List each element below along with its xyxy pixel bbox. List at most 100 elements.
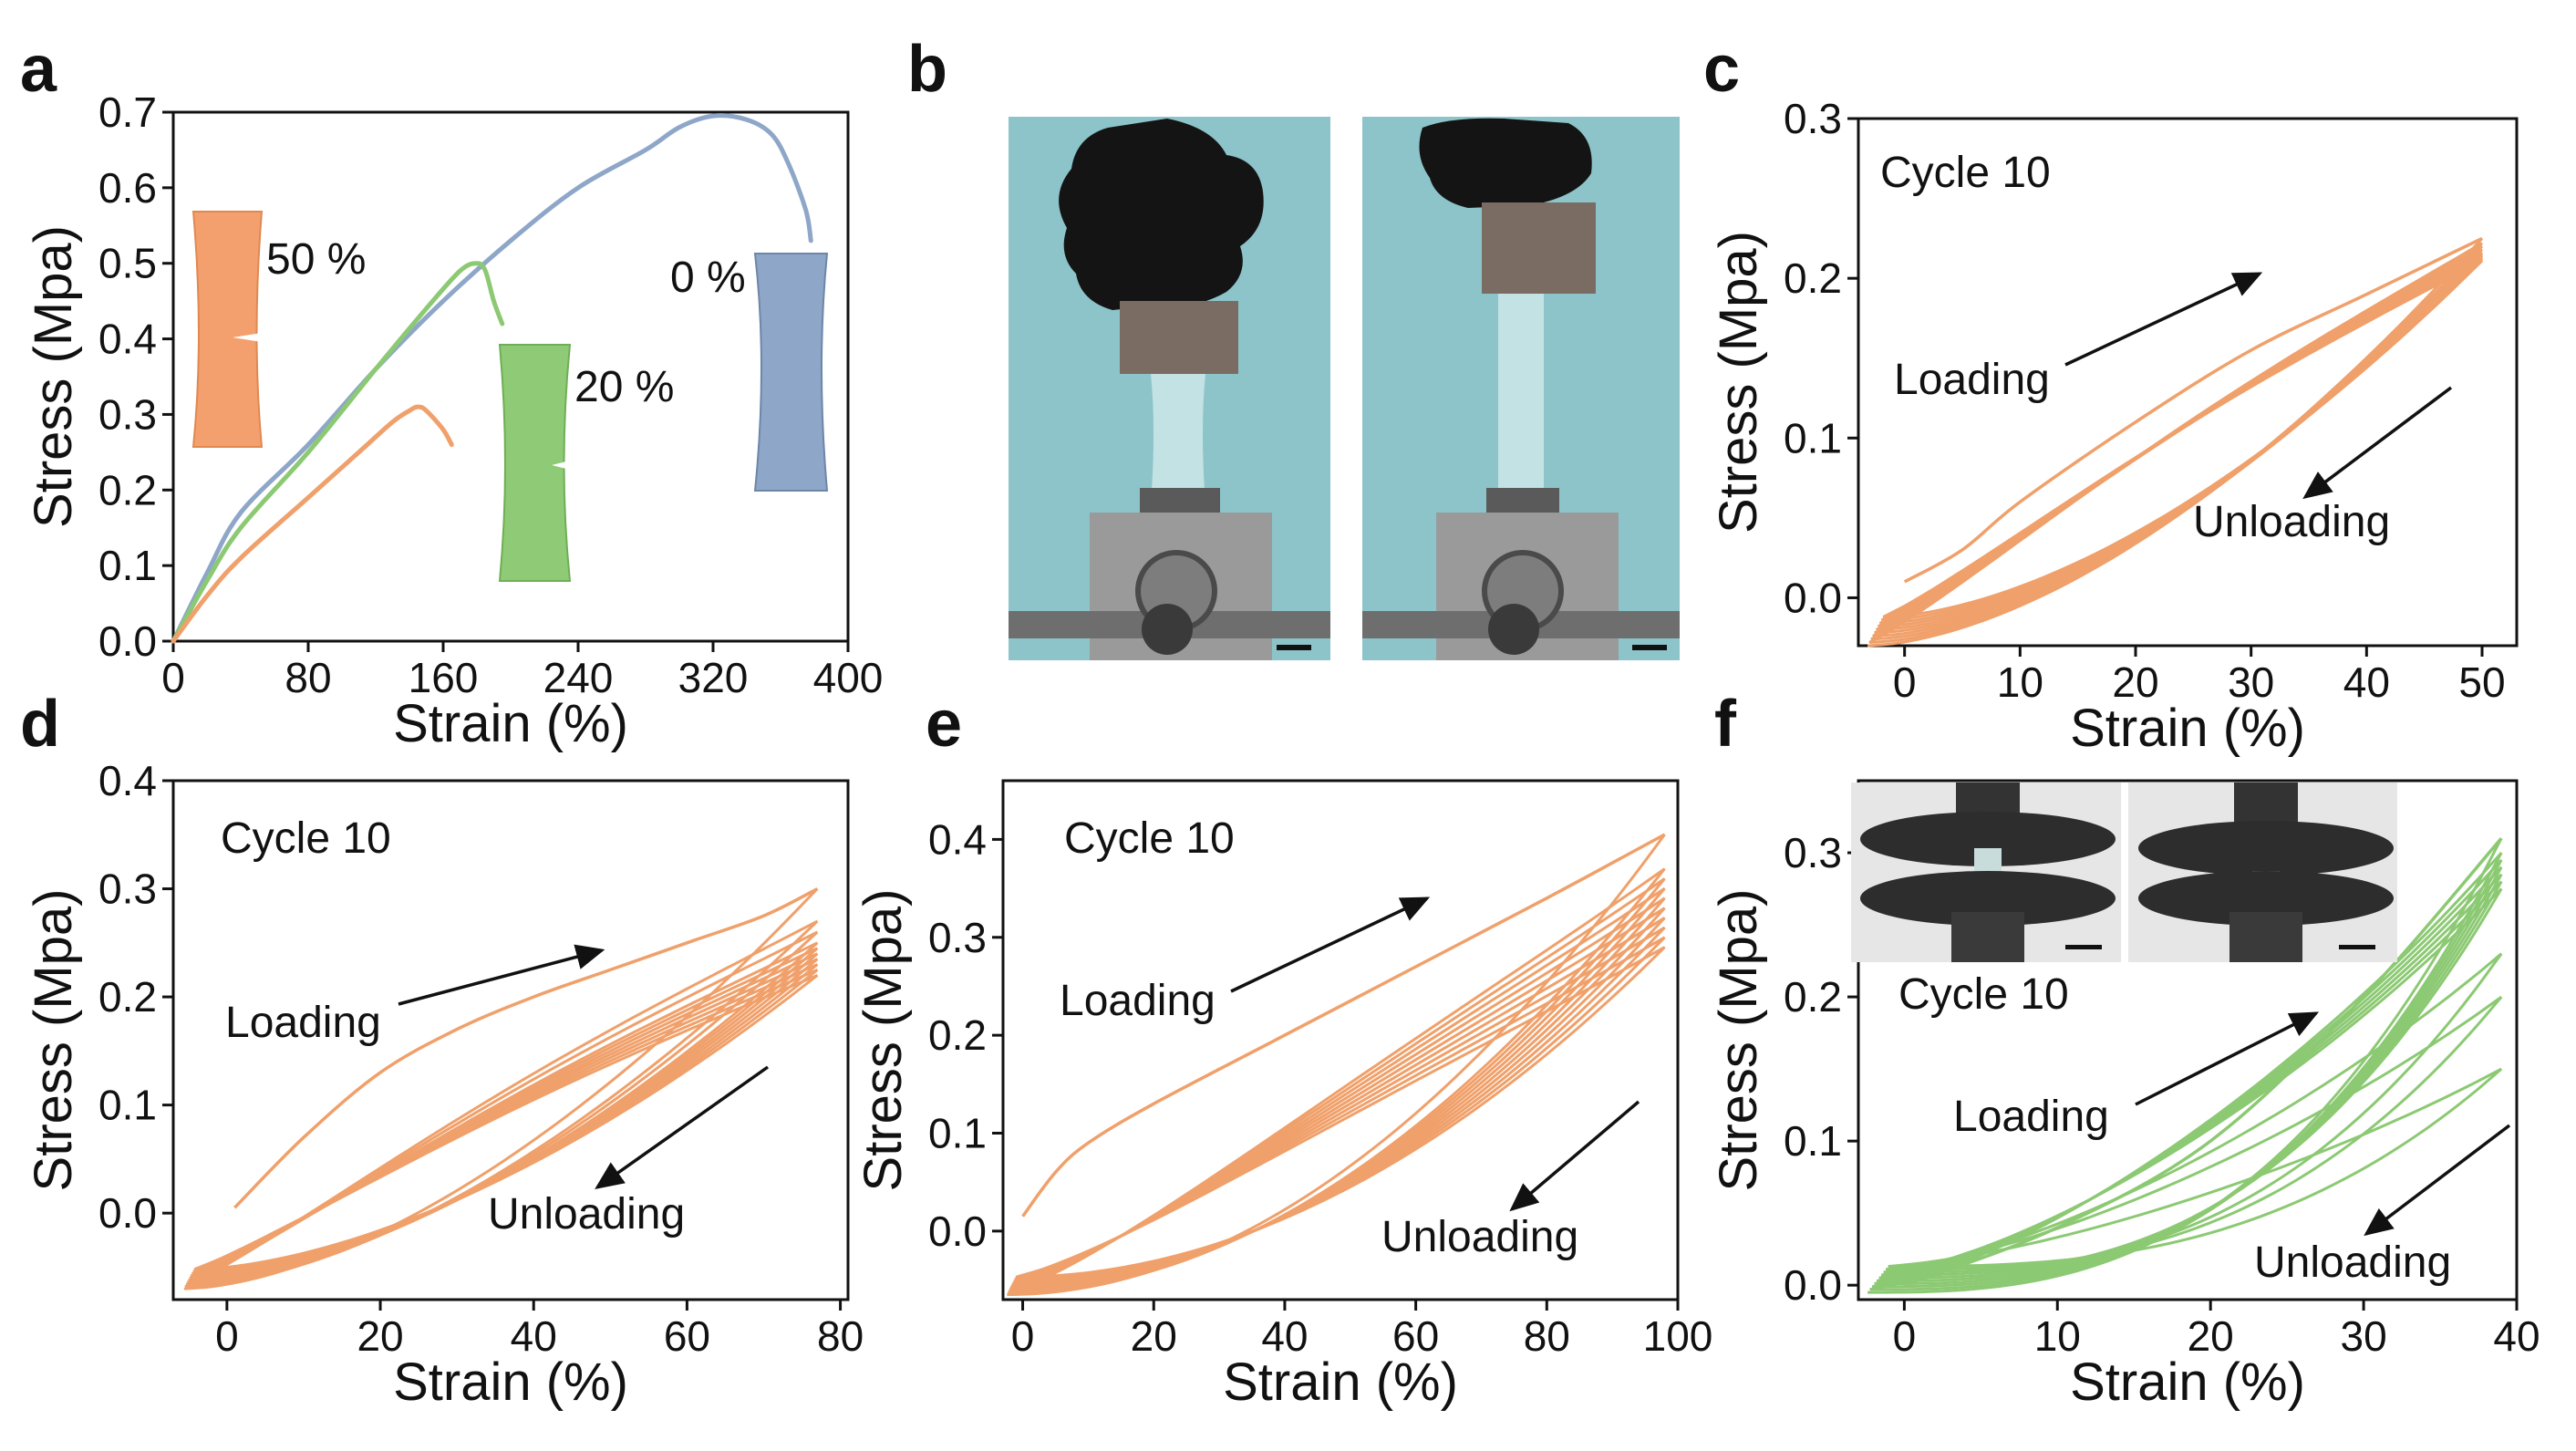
cycle-unloading-curve [1886,996,2503,1271]
inset-photo-f-right [2128,783,2397,962]
unloading-label: Unloading [1381,1213,1578,1261]
first-loading-curve [233,886,819,1209]
cycle-loading-curve [1882,259,2483,618]
x-axis-title: Strain (%) [1223,1353,1458,1412]
panel-letter-a: a [20,33,57,106]
series-line-0pct [171,113,813,644]
x-tick-label: 320 [678,654,749,701]
x-tick-label: 30 [2228,658,2274,706]
x-tick-label: 40 [2493,1312,2540,1360]
cycle-loading-curve [1880,887,2503,1277]
y-tick-label: 0.0 [1784,574,1842,621]
plot-frame [171,110,850,643]
cycle-loading-curve [1886,995,2503,1271]
loading-label: Loading [1953,1093,2109,1141]
x-tick-label: 10 [2034,1312,2081,1360]
panel-letter-c: c [1703,33,1740,106]
y-tick-label: 0.0 [1784,1261,1842,1309]
series-line-50pct [171,404,454,644]
bolt-hole [1488,604,1539,655]
x-tick-label: 60 [664,1312,710,1360]
loading-label: Loading [225,999,381,1047]
unloading-arrow [595,1065,770,1190]
y-tick-label: 0.1 [98,1082,157,1129]
unloading-label: Unloading [2193,498,2390,546]
x-tick-label: 40 [1261,1312,1308,1360]
y-axis-title: Stress (Mpa) [853,889,913,1192]
x-tick-label: 40 [511,1312,557,1360]
y-tick-label: 0.3 [98,390,157,438]
unloading-label: Unloading [2254,1239,2451,1287]
y-tick-label: 0.1 [98,542,157,589]
unloading-arrow [2302,386,2453,500]
loading-arrow [2064,272,2263,367]
y-tick-label: 0.3 [1784,95,1842,142]
y-axis-title: Stress (Mpa) [24,889,83,1192]
y-tick-label: 0.5 [98,240,157,287]
panel-letter-b: b [907,33,947,106]
x-tick-label: 10 [1997,658,2043,706]
cycle-label: Cycle 10 [1880,149,2051,197]
loading-label: Loading [1894,356,2050,404]
lower-clamp-jaw [1140,488,1220,513]
gel-sample-stretched [1498,294,1544,503]
chart-d: 0 20 40 60 80 0.0 0.1 0.2 0.3 0.4 Strain (%) Stress… [24,757,864,1412]
y-axis-title: Stress (Mpa) [24,225,83,528]
grip-knob [1419,118,1592,208]
chart-c: 0 10 20 30 40 50 0.0 0.1 0.2 0.3 Strain (%) Stress … [1709,95,2519,758]
plot-frame [1857,779,2519,1301]
x-axis-title: Strain (%) [393,694,628,753]
loading-arrow [398,944,605,1006]
cycle-loading-curve [193,974,818,1271]
x-tick-label: 160 [409,654,479,701]
x-tick-label: 0 [1893,658,1917,706]
sample-icon-0 [753,253,829,492]
y-tick-label: 0.4 [98,316,157,363]
chart-e: 0 20 40 60 80 100 0.0 0.1 0.2 0.3 0.4 Strain (%) Str… [853,779,1713,1412]
cycle-unloading-curve [1883,952,2503,1274]
cycle-loading-curve [1015,946,1666,1279]
cycle-label: Cycle 10 [1898,970,2069,1019]
y-tick-label: 0.7 [98,88,157,136]
y-axis-title: Stress (Mpa) [1709,889,1768,1192]
x-axis-title: Strain (%) [393,1353,628,1412]
x-tick-label: 100 [1643,1312,1713,1360]
unloading-arrow [1509,1100,1640,1212]
scale-bar [1277,645,1311,650]
y-tick-label: 0.0 [98,617,157,665]
gel-sample [1151,374,1205,503]
y-tick-label: 0.0 [98,1189,157,1237]
y-tick-label: 0.6 [98,164,157,212]
cycle-label: Cycle 10 [221,814,391,863]
x-tick-label: 30 [2341,1312,2387,1360]
x-tick-label: 50 [2458,658,2505,706]
x-tick-label: 80 [817,1312,864,1360]
plot-frame [1857,117,2519,648]
y-tick-label: 0.1 [1784,414,1842,461]
annotation-label: 0 % [670,254,746,302]
x-tick-label: 240 [543,654,614,701]
unloading-label: Unloading [488,1190,685,1239]
loading-arrow [2135,1011,2320,1106]
scale-bar [1632,645,1667,650]
unloading-arrow [2364,1124,2511,1237]
loading-label: Loading [1060,977,1216,1025]
cycle-unloading-curve [1881,887,2503,1277]
cycle-label: Cycle 10 [1064,814,1235,863]
panel-letter-d: d [20,688,60,761]
chart-f: 0 10 20 30 40 0.0 0.1 0.2 0.3 Strain (%) Stress (M… [1709,779,2540,1412]
cycle-unloading-curve [1888,1067,2503,1269]
lower-clamp-jaw [1486,488,1559,513]
y-tick-label: 0.1 [1784,1117,1842,1165]
x-tick-label: 80 [1524,1312,1570,1360]
y-tick-label: 0.3 [98,865,157,913]
x-tick-label: 0 [215,1312,239,1360]
y-tick-label: 0.2 [1784,973,1842,1021]
sample-icon-50 [191,211,264,448]
y-tick-label: 0.4 [928,815,987,863]
upper-clamp [1120,301,1238,374]
y-tick-label: 0.2 [98,973,157,1021]
x-tick-label: 60 [1392,1312,1439,1360]
photo-b-left [1009,117,1330,660]
bolt-hole [1142,604,1193,655]
